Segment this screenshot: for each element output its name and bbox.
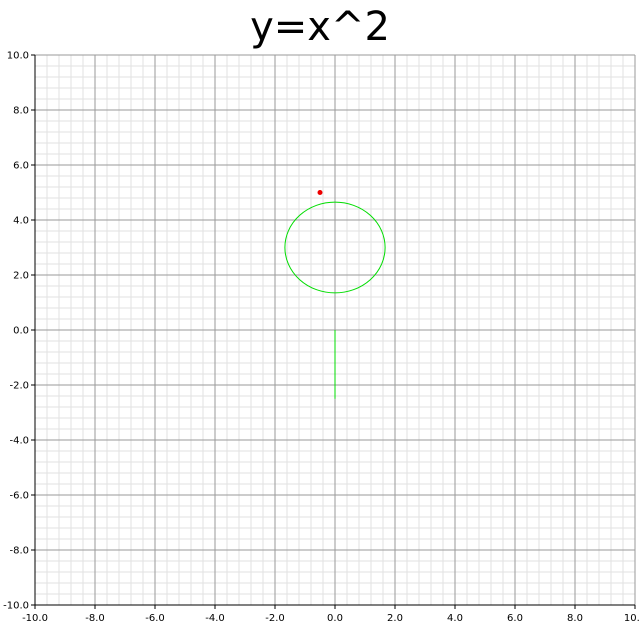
- y-tick-label: -6.0: [9, 491, 29, 502]
- y-tick-label: -8.0: [9, 546, 29, 557]
- y-tick-label: 6.0: [13, 161, 29, 172]
- x-tick-label: 0.0: [327, 613, 343, 624]
- y-tick-label: -10.0: [3, 601, 29, 612]
- x-tick-label: 2.0: [387, 613, 403, 624]
- x-tick-label: 10.0: [624, 613, 640, 624]
- y-tick-label: -2.0: [9, 381, 29, 392]
- axes: [31, 54, 636, 609]
- y-tick-label: 0.0: [13, 326, 29, 337]
- x-tick-label: -4.0: [205, 613, 225, 624]
- y-tick-labels: 10.0 8.0 6.0 4.0 2.0 0.0 -2.0 -4.0 -6.0 -8.0 -10.0: [3, 51, 29, 612]
- y-tick-label: -4.0: [9, 436, 29, 447]
- series-layer: [284, 190, 386, 399]
- highlight-point: [317, 190, 323, 195]
- chart-title: y=x^2: [250, 4, 390, 50]
- y-tick-label: 10.0: [7, 51, 29, 62]
- x-tick-label: 8.0: [567, 613, 583, 624]
- x-tick-label: -2.0: [265, 613, 285, 624]
- y-tick-label: 2.0: [13, 271, 29, 282]
- x-tick-label: 6.0: [507, 613, 523, 624]
- x-tick-label: 4.0: [447, 613, 463, 624]
- x-tick-label: -8.0: [85, 613, 105, 624]
- x-tick-label: -6.0: [145, 613, 165, 624]
- x-tick-labels: -10.0 -8.0 -6.0 -4.0 -2.0 0.0 2.0 4.0 6.0 8.0 10.0: [22, 613, 640, 624]
- curve-ellipse: [284, 201, 386, 294]
- y-tick-label: 8.0: [13, 106, 29, 117]
- y-tick-label: 4.0: [13, 216, 29, 227]
- x-tick-label: -10.0: [22, 613, 48, 624]
